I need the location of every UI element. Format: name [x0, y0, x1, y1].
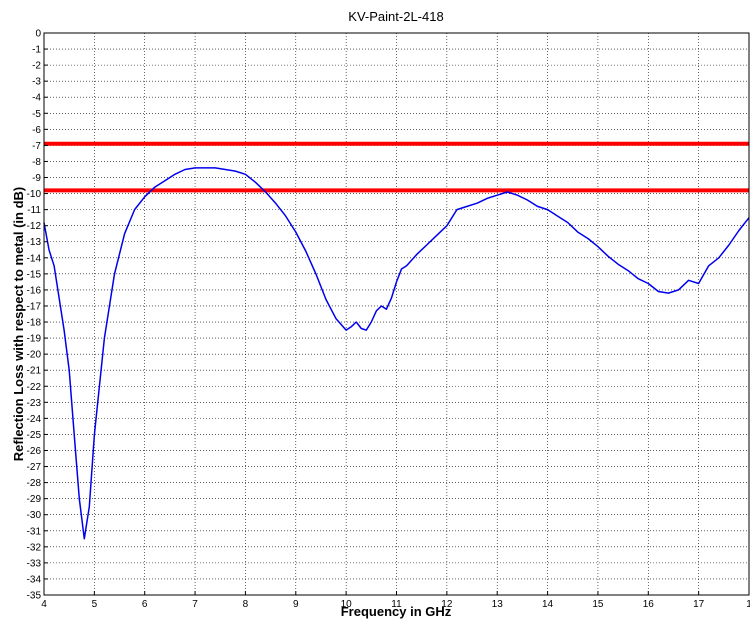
plot-frame [43, 32, 750, 596]
x-tick-label: 15 [592, 599, 604, 610]
y-tick-label: -28 [27, 478, 42, 489]
x-tick-label: 11 [391, 599, 402, 610]
y-tick-label: -8 [32, 157, 41, 168]
x-tick-label: 17 [693, 599, 705, 610]
tick-labels: 4 5 6 7 8 9 10 11 12 13 14 15 16 17 10-1-2-3-4-5-6-7-8… [27, 29, 750, 611]
y-tick-label: -3 [32, 77, 41, 88]
y-tick-label: -13 [27, 237, 42, 248]
y-tick-label: -26 [27, 446, 42, 457]
x-tick-label: 8 [243, 599, 249, 610]
y-tick-label: -17 [27, 301, 42, 312]
x-tick-label: 9 [293, 599, 299, 610]
y-tick-label: -35 [27, 591, 42, 602]
y-tick-label: -10 [27, 189, 42, 200]
x-tick-label: 7 [192, 599, 198, 610]
x-tick-label: 14 [542, 599, 554, 610]
x-tick-label: 5 [92, 599, 98, 610]
series-line [43, 167, 750, 540]
y-tick-label: -31 [27, 526, 42, 537]
x-tick-label: 1 [746, 599, 750, 610]
y-tick-label: -34 [27, 574, 42, 585]
y-axis-label: Reflection Loss with respect to metal (i… [11, 187, 26, 461]
y-tick-label: -4 [32, 93, 41, 104]
y-tick-label: -14 [27, 253, 42, 264]
y-tick-label: -27 [27, 462, 42, 473]
y-tick-label: -30 [27, 510, 42, 521]
series-layer [43, 167, 750, 540]
y-tick-label: -32 [27, 542, 42, 553]
y-tick-label: 0 [35, 29, 41, 40]
y-tick-label: -21 [27, 366, 42, 377]
y-tick-label: -29 [27, 494, 42, 505]
y-tick-label: -15 [27, 269, 42, 280]
chart-title: KV-Paint-2L-418 [348, 9, 443, 24]
y-tick-label: -11 [27, 205, 41, 216]
y-tick-label: -12 [27, 221, 42, 232]
x-tick-label: 16 [643, 599, 655, 610]
y-tick-label: -16 [27, 285, 42, 296]
y-tick-label: -23 [27, 398, 42, 409]
x-tick-label: 6 [142, 599, 148, 610]
y-tick-label: -1 [32, 45, 41, 56]
y-tick-label: -25 [27, 430, 42, 441]
y-tick-label: -6 [32, 125, 41, 136]
x-axis-label: Frequency in GHz [341, 604, 452, 619]
y-tick-label: -33 [27, 558, 42, 569]
y-tick-label: -2 [32, 61, 41, 72]
y-tick-label: -7 [32, 141, 41, 152]
x-tick-label: 10 [341, 599, 353, 610]
y-tick-label: -22 [27, 382, 42, 393]
y-tick-label: -18 [27, 318, 42, 329]
x-tick-label: 13 [492, 599, 504, 610]
x-tick-label: 12 [441, 599, 453, 610]
y-tick-label: -9 [32, 173, 41, 184]
y-tick-label: -5 [32, 109, 41, 120]
y-tick-label: -19 [27, 334, 42, 345]
x-tick-label: 4 [41, 599, 47, 610]
y-tick-label: -20 [27, 350, 42, 361]
grid-layer [43, 32, 750, 596]
y-tick-label: -24 [27, 414, 42, 425]
reference-lines [44, 141, 749, 193]
